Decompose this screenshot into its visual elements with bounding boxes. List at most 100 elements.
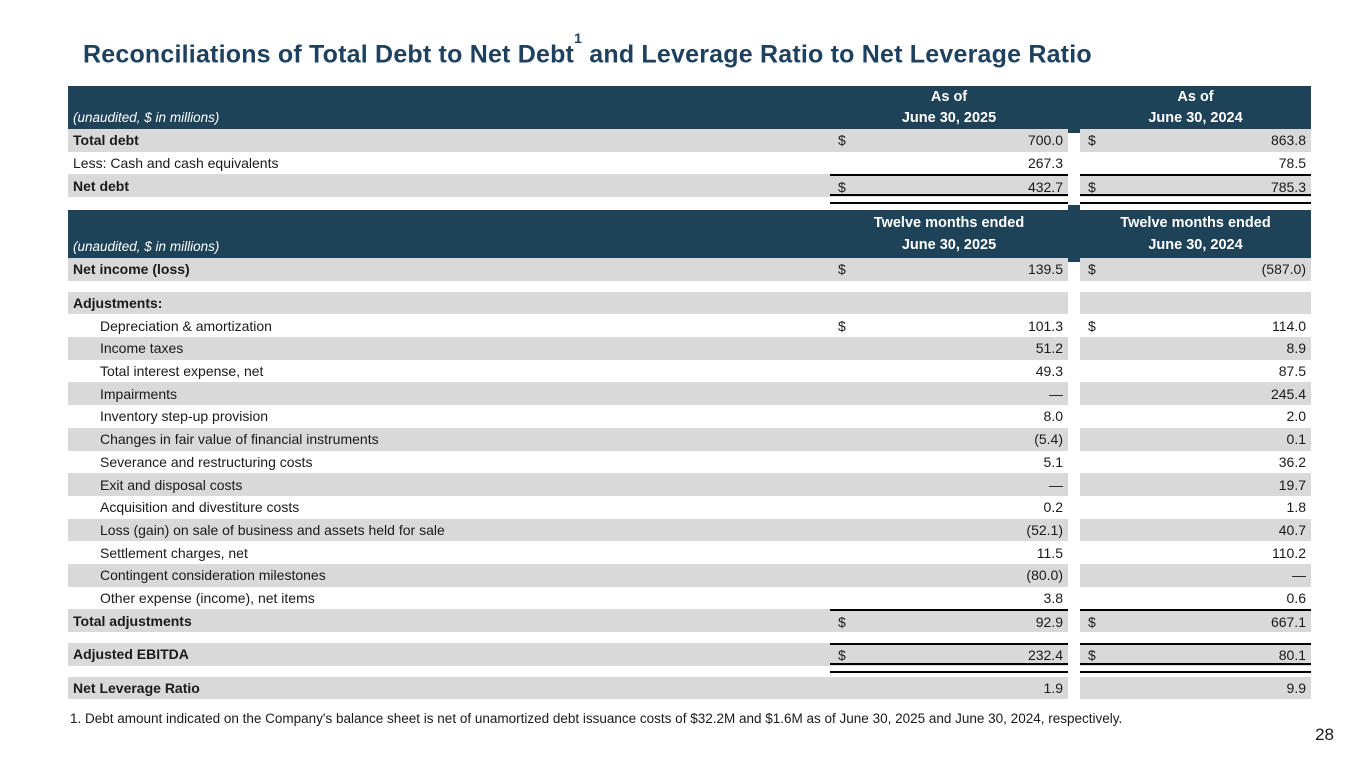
row-value: 8.0 (1043, 408, 1063, 425)
dollar-sign: $ (838, 317, 846, 334)
row-value: 267.3 (1027, 155, 1063, 172)
column-gap (1068, 451, 1080, 474)
row-value-cell: 40.7 (1080, 518, 1311, 542)
row-value-cell: $667.1 (1080, 609, 1311, 632)
table-row: Loss (gain) on sale of business and asse… (68, 518, 1311, 542)
row-value: 3.8 (1043, 589, 1063, 606)
unaudited-label: (unaudited, $ in millions) (73, 110, 220, 125)
row-value: 114.0 (1272, 317, 1306, 334)
row-label: Net Leverage Ratio (68, 676, 830, 700)
page-title-text: Reconciliations of Total Debt to Net Deb… (83, 40, 575, 69)
column-header-line2: June 30, 2025 (901, 109, 997, 126)
row-value-cell: 1.8 (1080, 496, 1311, 519)
row-value-cell: — (830, 382, 1068, 406)
table-row: Contingent consideration milestones (80.0… (68, 563, 1311, 587)
row-value-cell: 5.1 (830, 451, 1068, 474)
row-value: 9.9 (1286, 680, 1306, 697)
row-label: Net income (loss) (68, 258, 830, 281)
column-gap (1068, 405, 1080, 428)
row-label: Acquisition and divestiture costs (100, 499, 300, 516)
row-value-cell: 0.6 (1080, 587, 1311, 610)
row-value: 40.7 (1278, 521, 1306, 538)
column-gap (1068, 292, 1080, 315)
table-row: Inventory step-up provision 8.0 2.0 (68, 405, 1311, 428)
dollar-sign: $ (1088, 178, 1096, 195)
dollar-sign: $ (838, 613, 846, 630)
row-value-cell: 87.5 (1080, 360, 1311, 383)
column-header-line1: As of (930, 88, 968, 105)
row-value-cell: $785.3 (1080, 174, 1311, 204)
row-value: — (1292, 567, 1306, 584)
row-value: 36.2 (1278, 453, 1306, 470)
row-label: Settlement charges, net (100, 544, 248, 561)
row-value: 8.9 (1286, 340, 1306, 357)
table-row: Exit and disposal costs — 19.7 (68, 473, 1311, 496)
row-value-cell: 8.0 (830, 405, 1068, 428)
table-row: Total debt $700.0 $863.8 (68, 129, 1311, 152)
row-value: 232.4 (1027, 647, 1063, 664)
table-row: Changes in fair value of financial instr… (68, 427, 1311, 451)
row-value: 101.3 (1027, 317, 1063, 334)
ebitda-table-body: Net income (loss) $139.5 $ (587.0) Adjustmen… (68, 258, 1311, 700)
table-row: Severance and restructuring costs 5.1 36.2 (68, 451, 1311, 474)
table-row: Less: Cash and cash equivalents 267.3 78.5 (68, 152, 1311, 175)
row-value-cell: 0.2 (830, 496, 1068, 519)
row-value: (52.1) (1026, 521, 1063, 538)
column-gap (1068, 587, 1080, 610)
row-value: — (1049, 385, 1063, 402)
row-value-cell (830, 291, 1068, 315)
table-row: Acquisition and divestiture costs 0.2 1.8 (68, 496, 1311, 519)
row-label: Adjustments: (68, 291, 830, 315)
dollar-sign: $ (1088, 261, 1096, 278)
table-row: Depreciation & amortization $101.3 $114.0 (68, 314, 1311, 337)
row-value: 1.9 (1043, 680, 1063, 697)
dollar-sign: $ (1088, 317, 1096, 334)
column-gap (1068, 609, 1080, 632)
row-value: 110.2 (1272, 544, 1306, 561)
row-value-cell: (52.1) (830, 518, 1068, 542)
table-row: Total interest expense, net 49.3 87.5 (68, 360, 1311, 383)
row-value: 0.6 (1286, 589, 1306, 606)
row-value: 432.7 (1027, 178, 1063, 195)
row-value: 87.5 (1278, 363, 1306, 380)
row-value-cell: — (1080, 563, 1311, 587)
row-label: Loss (gain) on sale of business and asse… (68, 518, 830, 542)
unaudited-label: (unaudited, $ in millions) (73, 239, 220, 254)
row-value-cell: 267.3 (830, 152, 1068, 175)
row-value-cell: $139.5 (830, 258, 1068, 281)
column-header-line1: As of (1177, 88, 1214, 105)
row-value: 11.5 (1036, 544, 1063, 561)
row-value: 5.1 (1043, 453, 1063, 470)
row-value-cell: 78.5 (1080, 152, 1311, 175)
row-label: Total adjustments (68, 609, 830, 632)
ebitda-table-header: (unaudited, $ in millions) Twelve months… (68, 205, 1311, 262)
row-value-cell: $101.3 (830, 314, 1068, 337)
table-row: Impairments — 245.4 (68, 382, 1311, 406)
row-label: Changes in fair value of financial instr… (68, 427, 830, 451)
row-label: Adjusted EBITDA (68, 643, 830, 666)
row-label: Income taxes (68, 337, 830, 360)
table-row: Total adjustments $92.9 $667.1 (68, 609, 1311, 632)
column-gap (1068, 677, 1080, 700)
row-label: Contingent consideration milestones (68, 563, 830, 587)
row-value-cell: (5.4) (830, 427, 1068, 451)
row-label: Less: Cash and cash equivalents (73, 155, 279, 172)
row-label: Total interest expense, net (100, 363, 264, 380)
row-value-cell: 0.1 (1080, 427, 1311, 451)
row-label: Inventory step-up provision (100, 408, 269, 425)
column-gap (1068, 360, 1080, 383)
row-value-cell: 110.2 (1080, 541, 1311, 564)
row-value-cell: 8.9 (1080, 337, 1311, 360)
column-gap (1068, 564, 1080, 587)
dollar-sign: $ (838, 647, 846, 664)
column-gap (1068, 337, 1080, 360)
column-header-line1: Twelve months ended (1120, 215, 1271, 231)
column-header-june-2025: As of June 30, 2025 (830, 86, 1068, 129)
row-value: 80.1 (1278, 647, 1306, 664)
row-value: 700.0 (1027, 132, 1063, 149)
row-value-cell: 3.8 (830, 587, 1068, 610)
row-value-cell: — (830, 473, 1068, 496)
row-value-cell: 11.5 (830, 541, 1068, 564)
row-label: Depreciation & amortization (100, 317, 272, 334)
